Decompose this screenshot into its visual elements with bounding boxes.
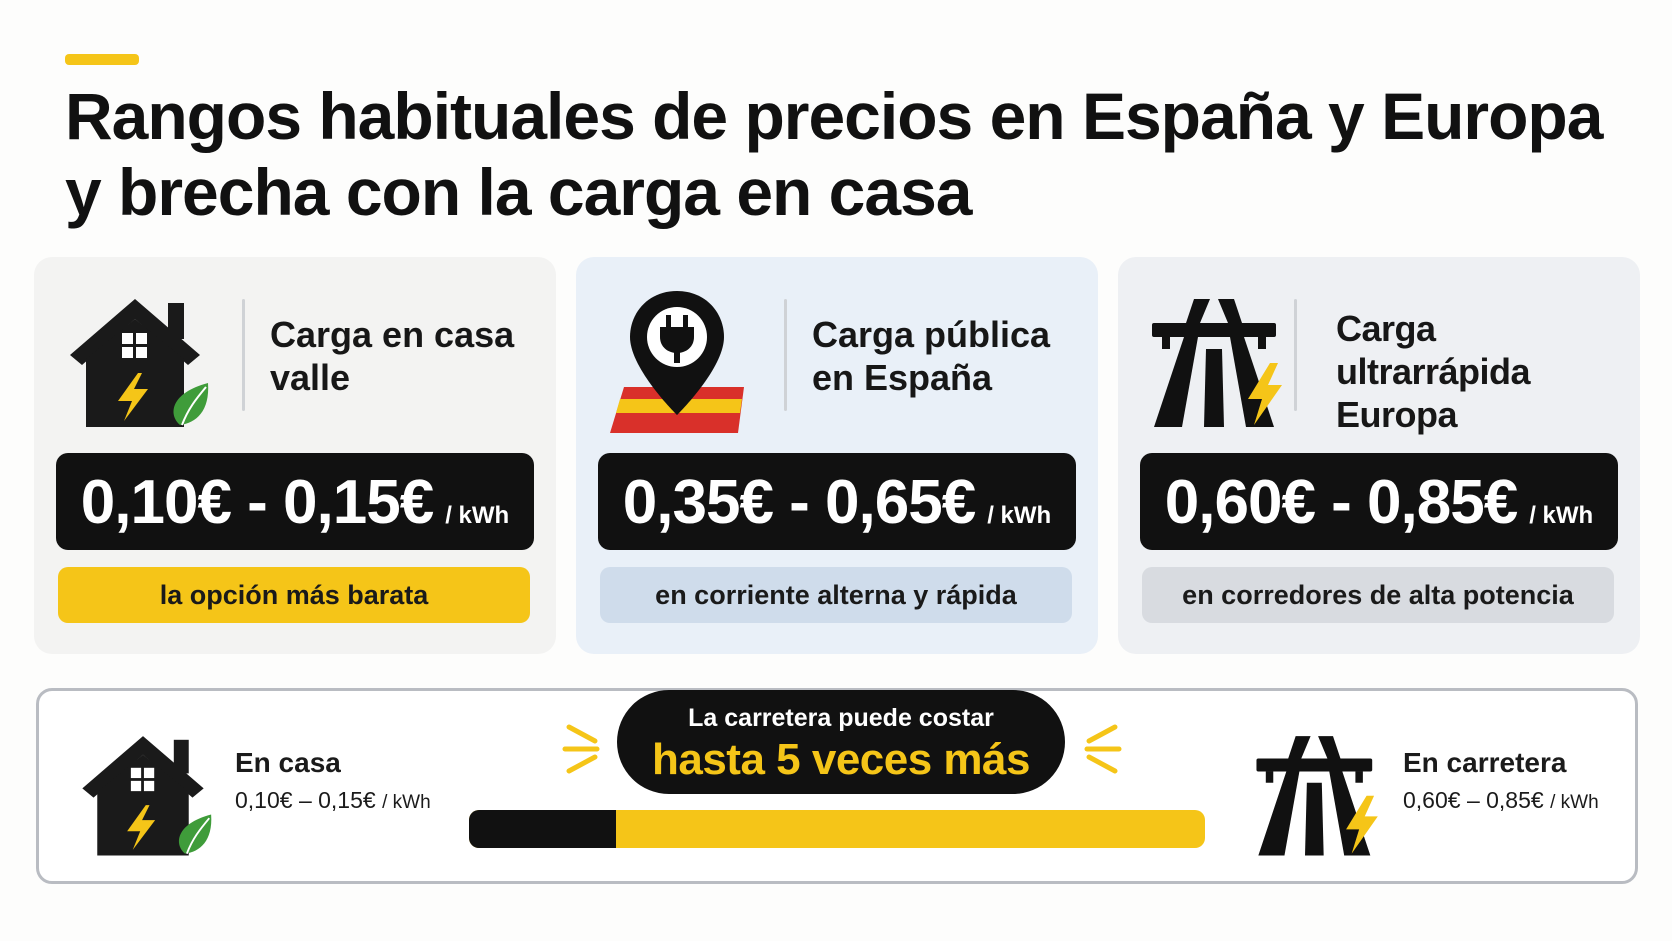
price-range: 0,60€ - 0,85€ (1164, 468, 1518, 537)
card-divider (242, 299, 245, 411)
emphasis-rays-icon (562, 724, 600, 774)
price-range: 0,35€ - 0,65€ (622, 468, 976, 537)
title-accent-bar (65, 54, 139, 65)
bubble-subtitle: La carretera puede costar (688, 704, 994, 732)
card-divider (1294, 299, 1297, 411)
road-summary-unit: / kWh (1550, 792, 1599, 813)
price-unit: / kWh (1529, 502, 1594, 529)
highlight-bubble: La carretera puede costar hasta 5 veces … (617, 690, 1065, 794)
card-label: Carga en casa valle (270, 314, 515, 398)
home-cost-segment (469, 810, 617, 848)
price-box: 0,35€ - 0,65€ / kWh (598, 453, 1076, 550)
card-ultrafast-charging: Carga ultrarrápida Europa 0,60€ - 0,85€ … (1118, 257, 1640, 654)
price-box: 0,60€ - 0,85€ / kWh (1140, 453, 1618, 550)
road-summary: En carretera 0,60€ – 0,85€ / kWh (1403, 747, 1599, 814)
comparison-panel: En casa 0,10€ – 0,15€ / kWh La carretera… (36, 688, 1638, 884)
card-tag: en corriente alterna y rápida (600, 567, 1072, 623)
home-summary-title: En casa (235, 747, 341, 778)
card-public-charging: Carga pública en España 0,35€ - 0,65€ / … (576, 257, 1098, 654)
house-bolt-leaf-icon (60, 285, 210, 435)
home-summary-price-range: 0,10€ – 0,15€ (235, 787, 376, 813)
card-tag: la opción más barata (58, 567, 530, 623)
map-pin-plug-spain-flag-icon (602, 285, 752, 435)
highway-bolt-icon (1249, 723, 1389, 863)
emphasis-rays-icon (1084, 724, 1122, 774)
road-summary-price: 0,60€ – 0,85€ / kWh (1403, 787, 1599, 814)
road-summary-price-range: 0,60€ – 0,85€ (1403, 787, 1544, 813)
road-summary-title: En carretera (1403, 747, 1567, 778)
card-label: Carga ultrarrápida Europa (1336, 308, 1531, 435)
card-divider (784, 299, 787, 411)
price-unit: / kWh (445, 502, 510, 529)
card-home-charging: Carga en casa valle 0,10€ - 0,15€ / kWh … (34, 257, 556, 654)
price-unit: / kWh (987, 502, 1052, 529)
card-label: Carga pública en España (812, 314, 1051, 398)
house-bolt-leaf-icon (73, 723, 213, 863)
cost-comparison-bar (469, 810, 1205, 848)
home-summary-unit: / kWh (382, 792, 431, 813)
home-summary: En casa 0,10€ – 0,15€ / kWh (235, 747, 431, 814)
highway-bolt-icon (1144, 285, 1294, 435)
page-title: Rangos habituales de precios en España y… (65, 79, 1603, 229)
card-tag: en corredores de alta potencia (1142, 567, 1614, 623)
price-range: 0,10€ - 0,15€ (80, 468, 434, 537)
home-summary-price: 0,10€ – 0,15€ / kWh (235, 787, 431, 814)
price-box: 0,10€ - 0,15€ / kWh (56, 453, 534, 550)
bubble-headline: hasta 5 veces más (651, 735, 1031, 784)
